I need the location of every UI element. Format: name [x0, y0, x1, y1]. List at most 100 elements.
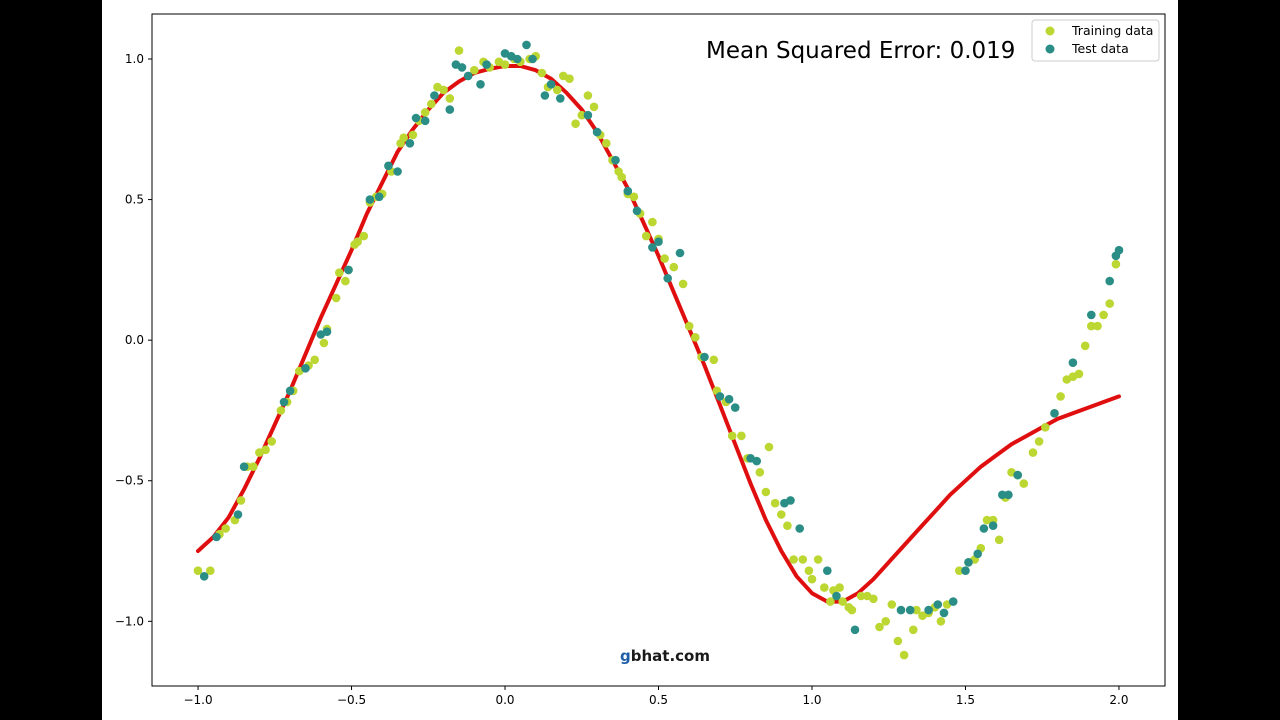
test-data-point [979, 524, 989, 533]
training-data-point [399, 133, 409, 142]
plot-frame [151, 13, 1166, 687]
x-tick-label: 0.0 [495, 693, 514, 707]
test-data-point [528, 54, 537, 64]
training-data-point [236, 496, 246, 505]
test-data-point [279, 397, 289, 407]
test-data-point [405, 139, 415, 148]
training-data-point [838, 597, 847, 606]
test-data-point [199, 572, 209, 581]
test-data-point [1004, 490, 1013, 500]
test-data-point [1087, 310, 1096, 320]
test-data-point [654, 237, 663, 246]
training-data-point [589, 102, 599, 112]
test-data-point [482, 60, 491, 69]
training-data-point [798, 555, 808, 564]
legend-label-test: Test data [1071, 41, 1129, 56]
training-data-point [770, 498, 780, 508]
y-tick-label: 0.0 [125, 333, 144, 347]
test-data-point [1105, 276, 1114, 286]
training-data-point [856, 591, 866, 601]
training-data-point [629, 192, 639, 202]
training-data-point [359, 231, 369, 241]
test-data-point [445, 105, 455, 114]
training-data-point [669, 262, 679, 272]
x-tick-label: 0.5 [649, 693, 668, 707]
training-data-point [319, 338, 329, 348]
training-data-point [353, 237, 362, 246]
training-data-point [648, 217, 657, 227]
training-data-point [994, 535, 1004, 545]
training-data-point [807, 574, 817, 584]
training-data-point [1080, 341, 1090, 351]
training-data-point [552, 85, 562, 95]
training-data-point [583, 91, 593, 100]
training-data-point [500, 60, 510, 69]
test-points-layer [199, 40, 1124, 635]
training-data-point [1028, 448, 1038, 457]
training-data-point [709, 355, 719, 365]
mse-annotation: Mean Squared Error: 0.019 [706, 38, 1015, 64]
training-data-point [1087, 321, 1096, 331]
training-data-point [1099, 310, 1108, 320]
training-data-point [577, 110, 587, 120]
test-data-point [611, 155, 620, 165]
test-data-point [583, 110, 593, 120]
training-data-point [869, 594, 878, 604]
training-data-point [470, 65, 479, 75]
y-tick-label: 0.5 [125, 193, 144, 207]
test-data-point [905, 605, 915, 615]
legend-box [1031, 19, 1160, 62]
test-data-point [961, 566, 970, 575]
training-data-point [420, 108, 430, 117]
training-data-point [684, 321, 694, 331]
training-data-point [936, 617, 946, 626]
x-axis: −1.0 −0.5 0.0 0.5 1.0 1.5 2.0 [183, 686, 1129, 707]
training-data-point [691, 333, 700, 342]
test-data-point [365, 195, 375, 204]
fit-line-layer [196, 64, 1121, 604]
training-data-point [439, 85, 448, 95]
training-data-point [617, 172, 626, 182]
training-data-point [737, 431, 746, 441]
training-data-point [310, 355, 319, 365]
test-data-point [513, 54, 522, 64]
y-tick-label: 1.0 [125, 52, 144, 66]
training-points-layer [193, 46, 1121, 660]
x-tick-label: 1.5 [956, 693, 975, 707]
test-data-point [476, 80, 485, 89]
test-data-point [463, 71, 473, 81]
watermark-logo: gbhat.com [620, 647, 710, 665]
training-data-point [249, 462, 258, 472]
test-data-point [632, 206, 642, 216]
training-data-point [755, 468, 765, 477]
training-data-point [678, 279, 688, 289]
test-data-point [663, 274, 672, 283]
training-data-point [341, 276, 350, 286]
test-data-point [973, 549, 982, 559]
x-tick-label: −0.5 [337, 693, 366, 707]
training-data-point [899, 650, 909, 660]
y-tick-label: −0.5 [115, 474, 144, 488]
training-data-point [221, 524, 230, 533]
test-data-point [700, 352, 709, 362]
x-tick-label: 1.0 [802, 693, 821, 707]
legend-marker-training [1045, 26, 1055, 36]
test-data-point [730, 403, 740, 412]
fit-line [196, 64, 1121, 604]
test-data-point [592, 127, 602, 137]
test-data-point [285, 386, 295, 396]
figure-canvas: −1.0 −0.5 0.0 0.5 1.0 1.5 2.0 1.0 0.5 0.0 −0.5 −1.… [102, 0, 1178, 720]
training-data-point [408, 130, 418, 140]
training-data-point [267, 437, 276, 446]
test-data-point [322, 327, 332, 337]
training-data-point [1105, 299, 1114, 308]
test-data-point [724, 394, 734, 404]
test-data-point [786, 496, 795, 505]
test-data-point [623, 186, 633, 196]
test-data-point [752, 456, 761, 466]
training-data-point [193, 566, 203, 575]
test-data-point [420, 116, 430, 126]
training-data-point [537, 68, 547, 78]
test-data-point [384, 161, 393, 171]
training-data-point [789, 555, 798, 564]
